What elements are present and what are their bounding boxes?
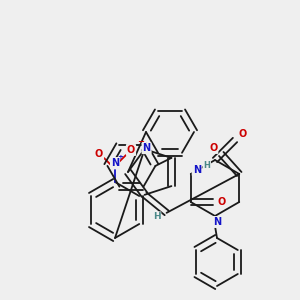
Text: N: N	[111, 158, 119, 168]
Text: O: O	[239, 129, 247, 139]
Text: N: N	[193, 165, 201, 175]
Text: O: O	[95, 149, 103, 159]
Text: H: H	[153, 212, 160, 221]
Text: O: O	[218, 197, 226, 207]
Text: H: H	[203, 161, 210, 170]
Text: O: O	[209, 143, 218, 153]
Text: N: N	[142, 143, 151, 153]
Text: O: O	[127, 145, 135, 155]
Text: N: N	[213, 217, 221, 227]
Text: +: +	[117, 154, 123, 160]
Text: −: −	[137, 137, 145, 146]
